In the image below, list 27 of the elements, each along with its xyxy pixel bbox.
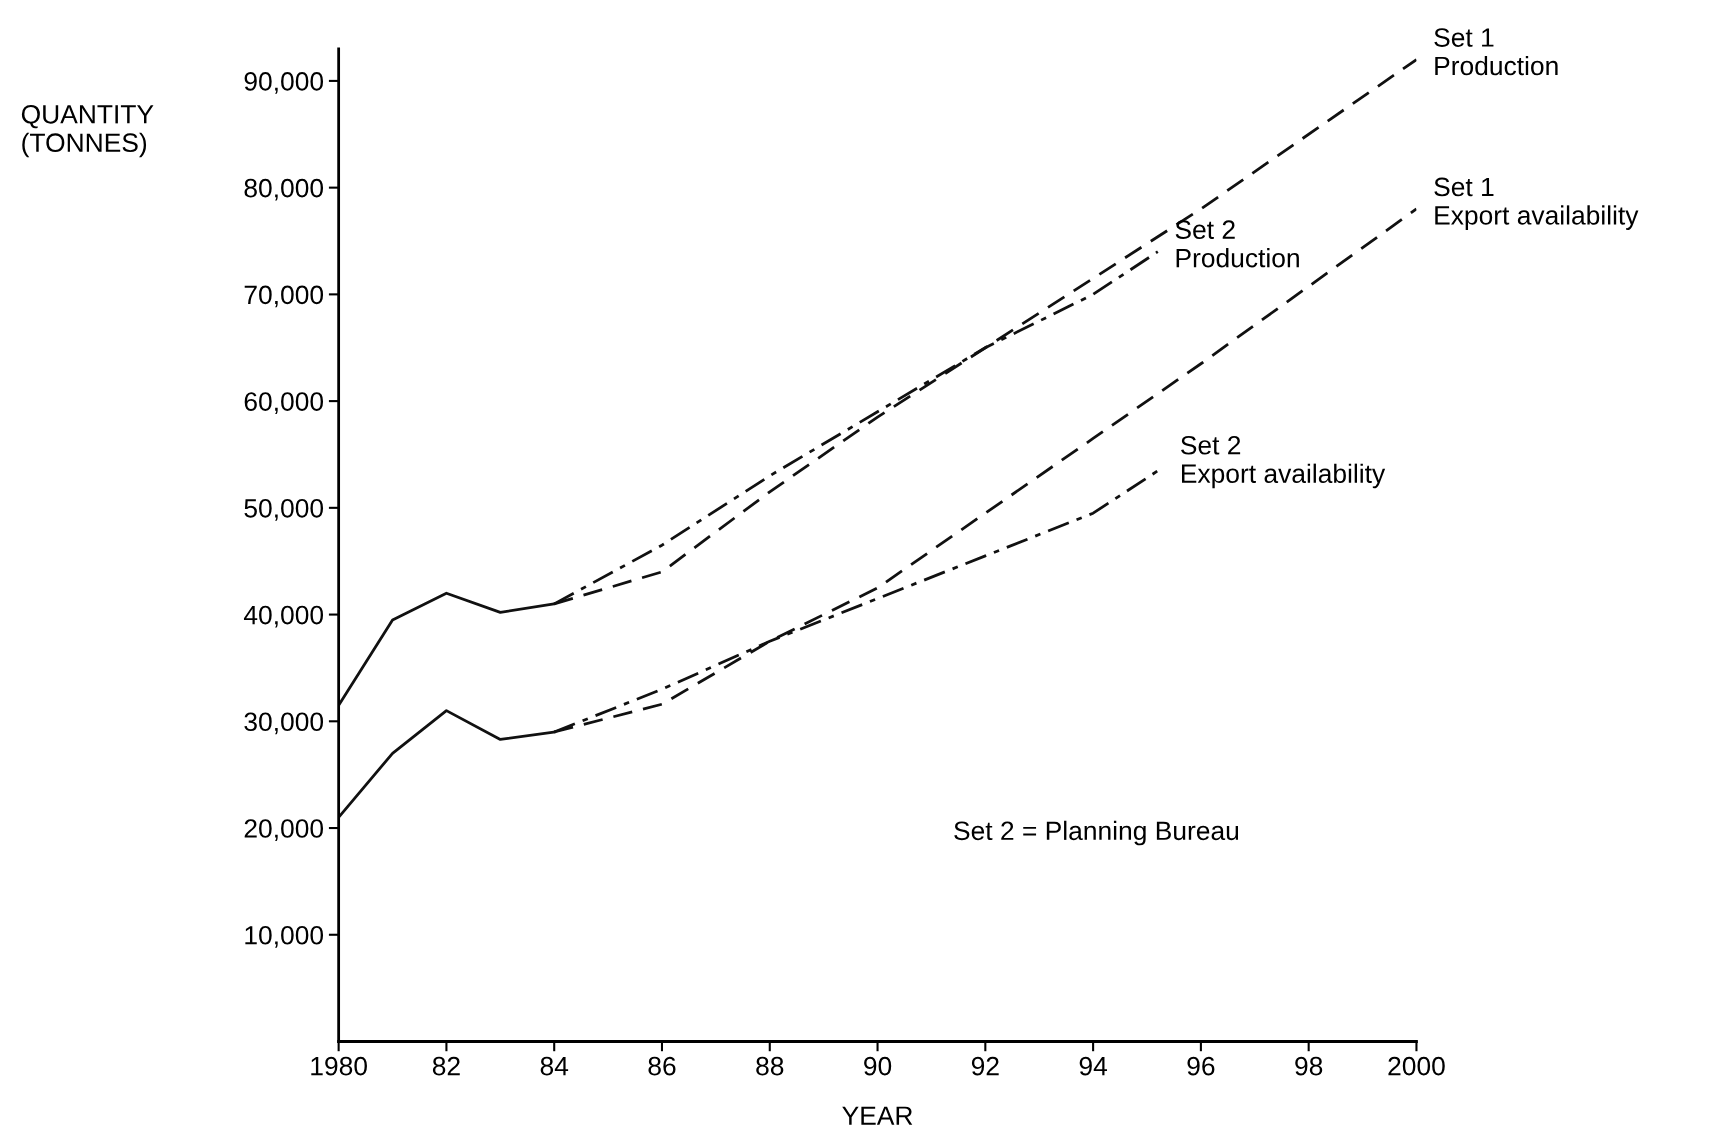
x-tick-label: 2000 xyxy=(1388,1056,1445,1076)
x-tick-label: 86 xyxy=(648,1056,676,1076)
x-tick-label: 88 xyxy=(756,1056,784,1076)
y-tick-label: 10,000 xyxy=(245,925,324,948)
annotation: Set 2 = Planning Bureau xyxy=(954,820,1239,846)
y-tick-label: 50,000 xyxy=(244,498,324,521)
y-tick-label: 70,000 xyxy=(244,285,324,308)
y-tick-label: 90,000 xyxy=(244,72,324,94)
x-tick-label: 94 xyxy=(1079,1056,1108,1076)
y-tick-label: 60,000 xyxy=(244,392,324,415)
x-tick-label: 82 xyxy=(432,1056,460,1076)
series-label: Set 1 Production xyxy=(1434,28,1558,76)
series-label: Set 1 Export availability xyxy=(1434,177,1639,230)
y-tick-label: 20,000 xyxy=(244,819,324,841)
x-tick-label: 90 xyxy=(864,1056,892,1076)
x-axis-title: YEAR xyxy=(842,1106,913,1125)
x-tick-label: 84 xyxy=(540,1056,569,1076)
x-tick-label: 96 xyxy=(1187,1056,1215,1076)
y-tick-label: 80,000 xyxy=(244,178,324,201)
y-axis-title: QUANTITY (TONNES) xyxy=(21,104,154,158)
y-tick-label: 40,000 xyxy=(243,605,324,628)
x-tick-label: 98 xyxy=(1295,1056,1323,1076)
series-label: Set 2 Production xyxy=(1175,220,1299,268)
y-tick-label: 30,000 xyxy=(244,712,324,735)
x-tick-label: 1980 xyxy=(311,1056,367,1076)
series-label: Set 2 Export availability xyxy=(1181,435,1386,489)
x-tick-label: 92 xyxy=(971,1056,999,1076)
